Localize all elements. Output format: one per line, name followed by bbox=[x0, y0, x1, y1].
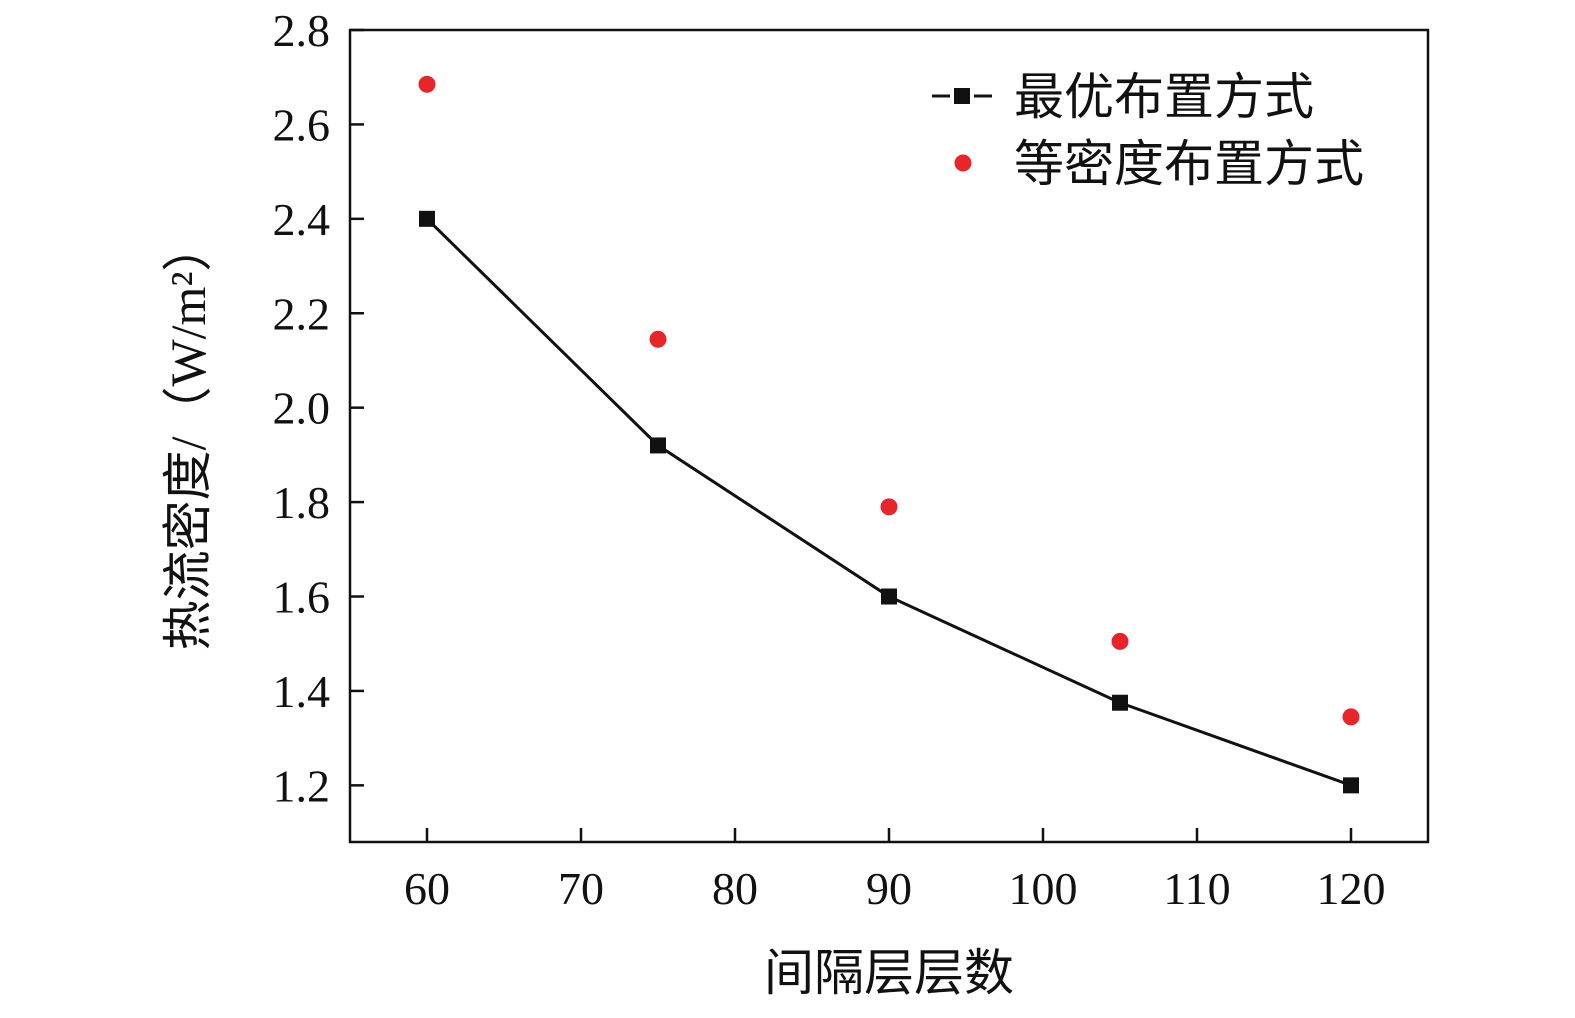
y-axis-ticks: 1.2 1.4 1.6 1.8 2.0 2.2 2.4 2.6 2.8 bbox=[273, 5, 364, 811]
x-tick-label: 70 bbox=[558, 863, 604, 914]
x-tick-label: 90 bbox=[866, 863, 912, 914]
x-axis-title: 间隔层层数 bbox=[764, 945, 1014, 1001]
y-tick-label: 2.0 bbox=[273, 383, 331, 434]
equal-density-circle-point bbox=[1111, 632, 1129, 650]
equal-density-circle-point bbox=[418, 75, 436, 93]
y-tick-label: 2.6 bbox=[273, 99, 331, 150]
y-tick-label: 1.8 bbox=[273, 477, 331, 528]
x-tick-label: 120 bbox=[1317, 863, 1386, 914]
y-tick-label: 1.4 bbox=[273, 666, 331, 717]
y-tick-label: 2.4 bbox=[273, 194, 331, 245]
legend-label-optimal: 最优布置方式 bbox=[1014, 69, 1314, 125]
optimal-square-point bbox=[650, 437, 666, 454]
equal-density-circle-point bbox=[1342, 708, 1360, 726]
equal-density-circle-point bbox=[880, 498, 898, 516]
equal-density-circle-point bbox=[649, 330, 667, 348]
x-axis-ticks: 60 70 80 90 100 110 120 bbox=[404, 828, 1386, 914]
optimal-square-point bbox=[1343, 777, 1359, 794]
y-tick-label: 1.6 bbox=[273, 572, 331, 623]
y-axis-title: 热流密度/（W/m²） bbox=[160, 222, 216, 651]
x-tick-label: 60 bbox=[404, 863, 450, 914]
legend-square-marker bbox=[954, 88, 970, 104]
y-tick-label: 1.2 bbox=[273, 760, 331, 811]
x-tick-label: 80 bbox=[712, 863, 758, 914]
y-tick-label: 2.8 bbox=[273, 5, 331, 56]
optimal-square-point bbox=[881, 588, 897, 605]
optimal-square-point bbox=[1112, 694, 1128, 711]
series-layer bbox=[418, 75, 1360, 794]
x-tick-label: 110 bbox=[1163, 863, 1230, 914]
legend-label-equal-density: 等密度布置方式 bbox=[1014, 136, 1364, 192]
x-tick-label: 100 bbox=[1009, 863, 1078, 914]
legend-circle-marker bbox=[954, 154, 972, 172]
optimal-square-point bbox=[419, 210, 435, 227]
y-tick-label: 2.2 bbox=[273, 288, 331, 339]
